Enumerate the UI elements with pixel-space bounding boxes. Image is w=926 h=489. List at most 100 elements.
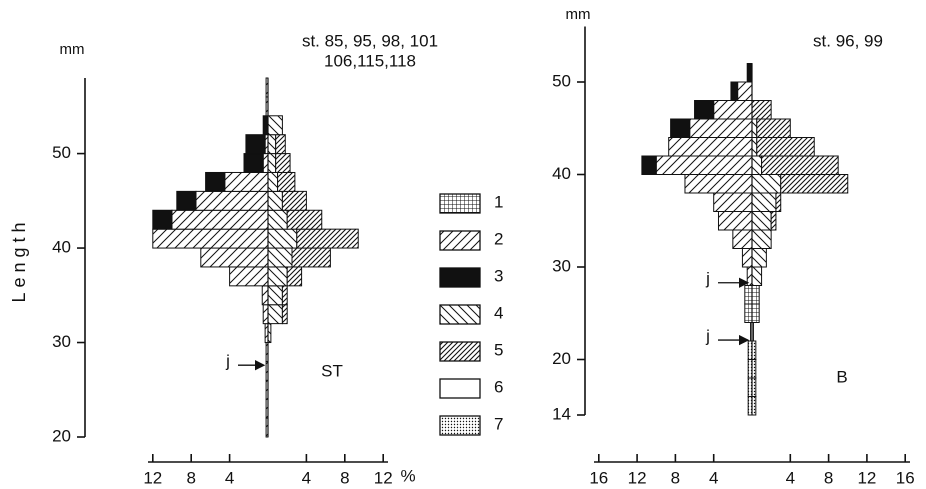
bar [770, 211, 777, 231]
y-unit: mm [60, 41, 85, 58]
y-tick-label: 20 [52, 426, 71, 445]
y-unit: mm [566, 6, 591, 23]
legend-swatch [439, 304, 481, 325]
panel-label: ST [321, 361, 343, 380]
bar [751, 211, 772, 231]
bar [275, 134, 286, 155]
x-tick-label: 16 [589, 468, 608, 487]
legend-label: 1 [494, 192, 503, 211]
x-tick-label: 12 [143, 468, 162, 487]
legend-label: 3 [494, 266, 503, 285]
bar [267, 266, 288, 287]
bar [176, 190, 197, 211]
panel-label: B [836, 367, 847, 386]
bar [751, 118, 758, 138]
legend-swatch [439, 230, 481, 251]
legend-label: 6 [494, 377, 503, 396]
bar [152, 228, 269, 249]
x-tick-label: 12 [628, 468, 647, 487]
bar [730, 81, 739, 101]
bar [780, 174, 849, 194]
y-tick-label: 40 [52, 238, 71, 257]
bar [152, 209, 173, 230]
bar [751, 100, 772, 120]
bar [267, 228, 298, 249]
bar [195, 190, 269, 211]
legend-label: 5 [494, 340, 503, 359]
bar [286, 266, 303, 287]
bar [741, 248, 753, 268]
legend-swatch [439, 378, 481, 399]
bar [641, 155, 657, 175]
bar [267, 247, 293, 268]
x-tick-label: 4 [302, 468, 311, 487]
chart-title: st. 96, 99 [813, 31, 883, 50]
x-unit: % [400, 466, 415, 485]
y-tick-label: 14 [552, 404, 571, 423]
bar [751, 137, 758, 157]
bar [261, 285, 269, 306]
legend-swatch [439, 267, 481, 288]
y-tick-label: 50 [552, 71, 571, 90]
bar [243, 153, 264, 173]
bar [267, 134, 277, 155]
x-tick-label: 8 [340, 468, 349, 487]
bar [286, 209, 323, 230]
bar [275, 153, 291, 173]
x-tick-label: 4 [225, 468, 234, 487]
legend-swatch [439, 341, 481, 362]
bar [267, 153, 277, 173]
bar [756, 118, 791, 138]
bar [267, 285, 283, 306]
x-tick-label: 8 [186, 468, 195, 487]
x-tick-label: 4 [709, 468, 718, 487]
y-tick-label: 30 [552, 256, 571, 275]
bar [761, 155, 839, 175]
bar [751, 229, 772, 249]
bar [713, 192, 753, 212]
y-tick-label: 30 [52, 332, 71, 351]
bar [751, 266, 763, 286]
bar [732, 229, 753, 249]
bar [262, 115, 269, 136]
chart-title: 106,115,118 [324, 51, 416, 70]
bar [224, 171, 269, 192]
bar [267, 304, 283, 325]
bar [751, 192, 777, 212]
bar [262, 153, 269, 173]
y-tick-label: 40 [552, 164, 571, 183]
x-tick-label: 16 [896, 468, 915, 487]
bar [296, 228, 359, 249]
annotation: j [705, 327, 710, 346]
legend-label: 7 [494, 414, 503, 433]
bar [267, 190, 283, 211]
x-tick-label: 4 [786, 468, 795, 487]
bar [267, 115, 283, 136]
annotation: j [225, 352, 230, 371]
bar [229, 266, 269, 287]
bar [751, 174, 782, 194]
y-axis-label: Length [9, 217, 29, 302]
bar [694, 100, 715, 120]
bar [684, 174, 753, 194]
bar [267, 171, 279, 192]
bar [689, 118, 753, 138]
bar [245, 134, 266, 155]
chart-title: st. 85, 95, 98, 101 [302, 31, 438, 50]
bar [262, 304, 269, 325]
bar [281, 304, 288, 325]
x-tick-label: 8 [824, 468, 833, 487]
bar [751, 155, 763, 175]
x-tick-label: 12 [374, 468, 393, 487]
bar [670, 118, 691, 138]
bar [668, 137, 753, 157]
x-tick-label: 12 [857, 468, 876, 487]
bar [281, 285, 288, 306]
y-tick-label: 20 [552, 349, 571, 368]
bar [200, 247, 269, 268]
bar [756, 137, 815, 157]
bar [291, 247, 331, 268]
bar [746, 63, 753, 83]
x-tick-label: 8 [671, 468, 680, 487]
bar [737, 81, 753, 101]
